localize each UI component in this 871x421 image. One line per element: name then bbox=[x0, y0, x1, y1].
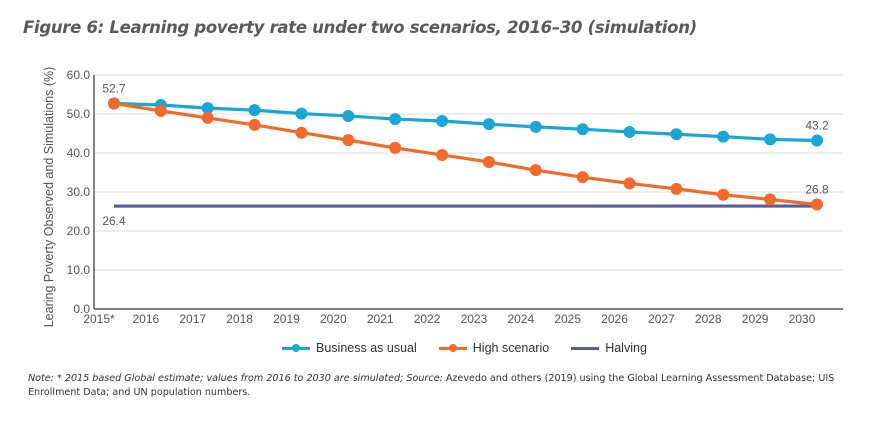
x-tick-label: 2027 bbox=[648, 312, 675, 326]
data-point-high-scenario bbox=[389, 141, 402, 154]
legend-swatch-halving bbox=[571, 346, 600, 350]
data-point-high-scenario bbox=[248, 118, 261, 131]
legend-item-high-scenario: High scenario bbox=[438, 341, 550, 355]
data-point-high-scenario bbox=[436, 148, 449, 161]
chart-title: Figure 6: Learning poverty rate under tw… bbox=[23, 18, 697, 37]
legend-label: Business as usual bbox=[316, 341, 417, 355]
y-tick-label: 60.0 bbox=[67, 68, 91, 82]
data-point-high-scenario bbox=[482, 155, 495, 168]
x-tick-label: 2019 bbox=[273, 312, 300, 326]
legend-label: Halving bbox=[605, 341, 647, 355]
data-point-business-as-usual bbox=[529, 120, 542, 133]
data-point-business-as-usual bbox=[342, 109, 355, 122]
axes bbox=[93, 75, 843, 310]
y-tick-label: 20.0 bbox=[67, 224, 91, 238]
data-point-business-as-usual bbox=[201, 102, 214, 115]
legend-item-business-as-usual: Business as usual bbox=[282, 341, 417, 355]
x-tick-label: 2030 bbox=[789, 312, 816, 326]
legend-swatch-high-scenario bbox=[438, 343, 467, 352]
series-lines bbox=[108, 97, 823, 211]
y-tick-labels: 0.0 10.0 20.0 30.0 40.0 50.0 60.0 bbox=[67, 68, 91, 316]
x-tick-label: 2021 bbox=[367, 312, 394, 326]
x-tick-label: 2018 bbox=[226, 312, 253, 326]
data-point-high-scenario bbox=[670, 182, 683, 195]
data-point-business-as-usual bbox=[248, 104, 261, 117]
x-tick-label: 2023 bbox=[461, 312, 488, 326]
legend-swatch-business-as-usual bbox=[282, 343, 310, 352]
data-point-high-scenario bbox=[623, 177, 636, 190]
x-tick-label: 2016 bbox=[133, 312, 160, 326]
data-point-high-scenario bbox=[154, 104, 167, 117]
x-tick-label: 2029 bbox=[742, 312, 769, 326]
data-point-high-scenario bbox=[295, 126, 308, 139]
x-tick-label: 2015* bbox=[83, 312, 115, 326]
note-italic: Note: * 2015 based Global estimate; valu… bbox=[28, 373, 443, 384]
y-tick-label: 10.0 bbox=[67, 263, 91, 277]
x-tick-label: 2020 bbox=[320, 312, 347, 326]
data-label: 52.7 bbox=[102, 81, 126, 95]
x-tick-label: 2024 bbox=[507, 312, 534, 326]
note-source: Azevedo and others (2019) using the Glob… bbox=[28, 373, 835, 398]
data-point-high-scenario bbox=[811, 198, 823, 211]
data-label: 26.4 bbox=[102, 214, 126, 228]
data-point-business-as-usual bbox=[764, 133, 777, 146]
data-point-high-scenario bbox=[529, 164, 542, 177]
legend-item-halving: Halving bbox=[571, 341, 647, 355]
data-point-high-scenario bbox=[576, 171, 589, 184]
data-point-high-scenario bbox=[201, 111, 214, 124]
data-labels: 52.7 26.4 43.2 26.8 bbox=[102, 81, 829, 228]
data-point-high-scenario bbox=[342, 134, 355, 147]
data-point-business-as-usual bbox=[811, 134, 823, 147]
x-tick-label: 2017 bbox=[179, 312, 206, 326]
data-point-business-as-usual bbox=[295, 107, 308, 120]
data-point-business-as-usual bbox=[717, 130, 730, 143]
figure-note: Note: * 2015 based Global estimate; valu… bbox=[28, 372, 848, 400]
data-point-business-as-usual bbox=[576, 123, 589, 136]
data-point-high-scenario bbox=[717, 188, 730, 201]
legend-label: High scenario bbox=[472, 341, 550, 355]
data-point-business-as-usual bbox=[623, 125, 636, 138]
y-tick-label: 40.0 bbox=[67, 146, 91, 160]
x-tick-labels: 2015* 2016 2017 2018 2019 2020 2021 2022 2023 202… bbox=[83, 312, 815, 326]
y-tick-label: 50.0 bbox=[67, 107, 91, 121]
x-tick-label: 2022 bbox=[414, 312, 441, 326]
series-line-high-scenario bbox=[113, 101, 818, 207]
y-axis-label: Learing Poverty Observed and Simulations… bbox=[42, 67, 56, 328]
data-point-high-scenario bbox=[108, 97, 120, 110]
data-point-business-as-usual bbox=[482, 118, 495, 131]
data-point-high-scenario bbox=[764, 193, 777, 206]
y-tick-label: 30.0 bbox=[67, 185, 91, 199]
legend: Business as usual High scenario Halving bbox=[282, 341, 647, 355]
data-point-business-as-usual bbox=[436, 115, 449, 128]
x-tick-label: 2025 bbox=[554, 312, 581, 326]
y-tick-label: 0.0 bbox=[73, 302, 90, 316]
series-line-business-as-usual bbox=[113, 101, 818, 143]
data-point-business-as-usual bbox=[670, 128, 683, 141]
x-tick-label: 2028 bbox=[695, 312, 722, 326]
data-label: 26.8 bbox=[805, 182, 829, 196]
data-point-business-as-usual bbox=[389, 113, 402, 126]
data-label: 43.2 bbox=[805, 119, 829, 133]
x-tick-label: 2026 bbox=[601, 312, 628, 326]
